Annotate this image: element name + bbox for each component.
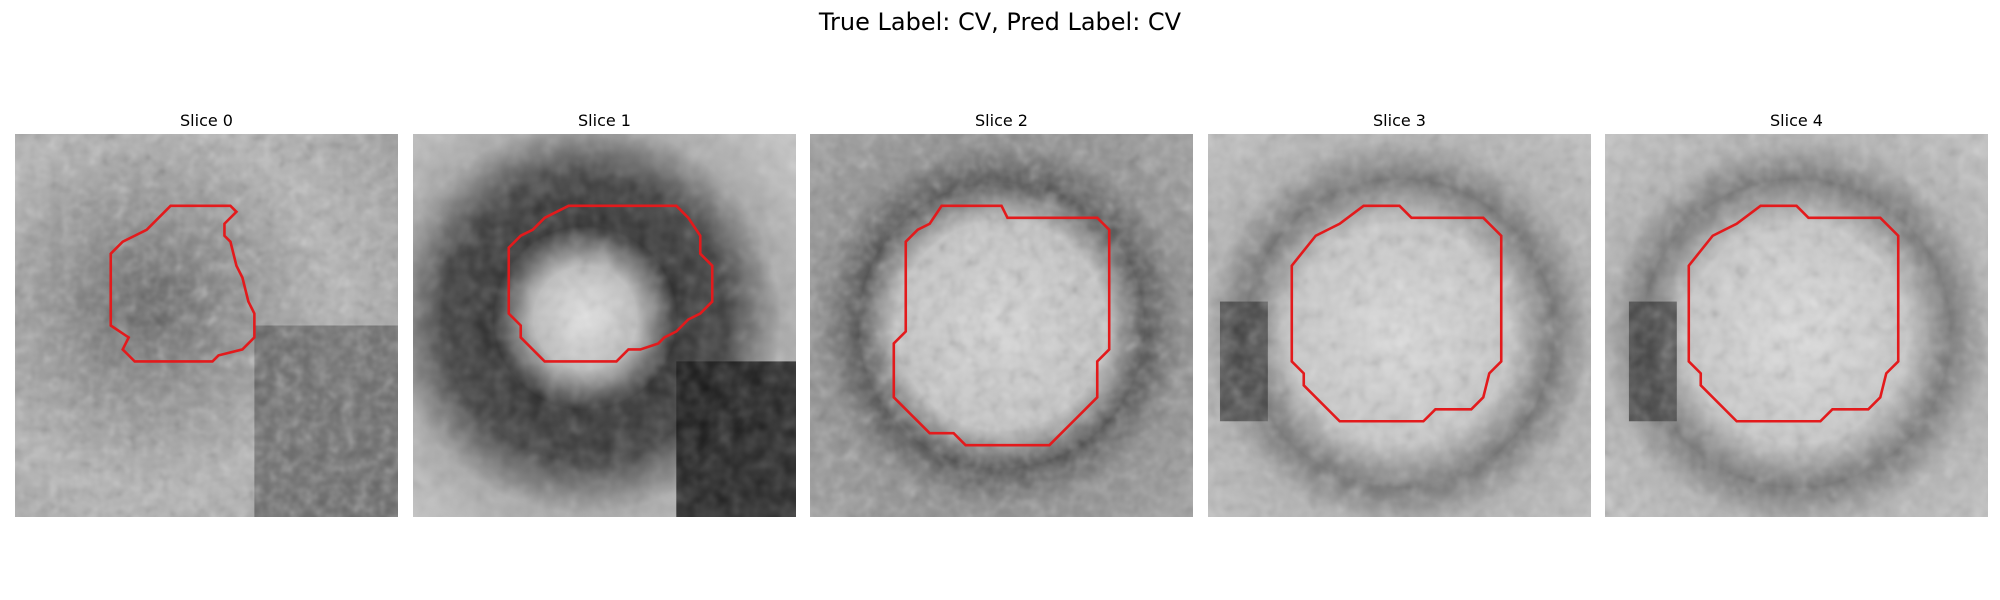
slice-image-3 xyxy=(1208,134,1591,517)
roi-contour-3 xyxy=(1292,206,1501,421)
slice-title-2: Slice 2 xyxy=(975,111,1028,130)
roi-contour-0 xyxy=(111,206,255,362)
slice-image-4 xyxy=(1605,134,1988,517)
slice-title-0: Slice 0 xyxy=(180,111,233,130)
slice-panel-0: Slice 0 xyxy=(15,108,398,517)
slice-title-3: Slice 3 xyxy=(1373,111,1426,130)
slice-panel-2: Slice 2 xyxy=(810,108,1193,517)
slice-image-0 xyxy=(15,134,398,517)
roi-contour-4 xyxy=(1689,206,1898,421)
slice-title-4: Slice 4 xyxy=(1770,111,1823,130)
roi-contour-1 xyxy=(509,206,712,362)
slice-panel-1: Slice 1 xyxy=(413,108,796,517)
slice-panel-3: Slice 3 xyxy=(1208,108,1591,517)
slice-image-1 xyxy=(413,134,796,517)
slice-image-2 xyxy=(810,134,1193,517)
slice-panel-4: Slice 4 xyxy=(1605,108,1988,517)
figure-title: True Label: CV, Pred Label: CV xyxy=(818,8,1182,36)
roi-contour-2 xyxy=(894,206,1109,445)
slice-title-1: Slice 1 xyxy=(578,111,631,130)
